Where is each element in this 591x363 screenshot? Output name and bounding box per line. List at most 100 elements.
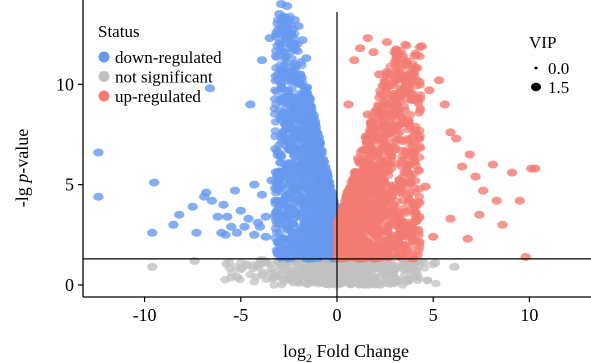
data-point bbox=[497, 220, 508, 229]
data-point bbox=[278, 129, 288, 138]
data-point bbox=[347, 232, 358, 240]
data-point bbox=[439, 100, 450, 109]
data-point bbox=[416, 42, 427, 51]
data-point bbox=[303, 180, 314, 188]
data-point bbox=[256, 190, 268, 199]
data-point bbox=[351, 168, 362, 176]
data-point bbox=[270, 127, 281, 135]
data-point bbox=[293, 278, 304, 287]
status-legend-swatch bbox=[98, 71, 110, 82]
data-point bbox=[299, 83, 310, 92]
data-point bbox=[415, 199, 425, 207]
data-point bbox=[336, 231, 347, 240]
data-point bbox=[276, 84, 287, 93]
data-point bbox=[424, 86, 435, 95]
data-point bbox=[520, 252, 531, 261]
data-point bbox=[267, 275, 278, 283]
data-point bbox=[372, 199, 383, 208]
data-point bbox=[149, 178, 160, 187]
data-point bbox=[328, 279, 339, 287]
data-point bbox=[403, 82, 414, 90]
data-point bbox=[206, 196, 218, 205]
data-point bbox=[405, 205, 416, 214]
data-point bbox=[368, 276, 379, 285]
status-legend-label: up-regulated bbox=[115, 87, 201, 106]
data-point bbox=[414, 239, 425, 248]
data-point bbox=[383, 197, 393, 205]
data-point bbox=[406, 230, 417, 239]
data-point bbox=[406, 222, 418, 231]
data-point bbox=[254, 222, 266, 231]
data-point bbox=[278, 17, 289, 26]
data-point bbox=[394, 234, 404, 243]
data-point bbox=[289, 40, 299, 48]
data-point bbox=[478, 186, 489, 195]
data-point bbox=[243, 214, 254, 223]
vip-legend-label: 0.0 bbox=[548, 59, 569, 78]
data-point bbox=[449, 262, 460, 271]
x-tick-label: 0 bbox=[333, 305, 342, 325]
data-point bbox=[221, 260, 231, 268]
data-point bbox=[401, 60, 412, 69]
data-point bbox=[313, 169, 323, 177]
data-point bbox=[298, 238, 308, 246]
points-layer bbox=[93, 0, 541, 289]
data-point bbox=[384, 220, 394, 228]
data-point bbox=[383, 249, 394, 258]
status-legend-swatch bbox=[98, 51, 110, 63]
data-point bbox=[405, 189, 416, 198]
data-point bbox=[506, 168, 518, 177]
data-point bbox=[295, 206, 306, 214]
data-point bbox=[370, 212, 381, 220]
data-point bbox=[464, 150, 475, 159]
data-point bbox=[362, 190, 373, 199]
data-point bbox=[291, 105, 301, 114]
data-point bbox=[147, 228, 158, 237]
data-point bbox=[256, 56, 268, 65]
data-point bbox=[204, 84, 216, 93]
x-tick-label: 5 bbox=[429, 305, 438, 325]
data-point bbox=[308, 262, 320, 271]
data-point bbox=[231, 228, 243, 237]
data-point bbox=[93, 148, 104, 157]
data-point bbox=[398, 204, 409, 213]
data-point bbox=[368, 246, 379, 255]
data-point bbox=[371, 161, 382, 170]
data-point bbox=[245, 270, 255, 279]
data-point bbox=[366, 206, 377, 215]
data-point bbox=[385, 280, 395, 288]
data-point bbox=[239, 222, 250, 231]
data-point bbox=[280, 216, 290, 224]
data-point bbox=[314, 276, 325, 285]
data-point bbox=[187, 202, 198, 211]
data-point bbox=[335, 241, 346, 250]
data-point bbox=[343, 100, 354, 109]
data-point bbox=[396, 91, 407, 100]
data-point bbox=[289, 185, 299, 194]
data-point bbox=[269, 281, 280, 289]
data-point bbox=[352, 243, 363, 251]
vip-legend-label: 1.5 bbox=[548, 78, 569, 97]
data-point bbox=[296, 163, 307, 172]
x-tick-label: 10 bbox=[520, 305, 538, 325]
data-point bbox=[266, 176, 277, 185]
data-point bbox=[294, 191, 305, 199]
data-point bbox=[236, 265, 246, 274]
data-point bbox=[431, 279, 441, 288]
data-point bbox=[410, 266, 422, 275]
data-point bbox=[379, 175, 389, 184]
data-point bbox=[229, 186, 241, 195]
data-point bbox=[278, 112, 288, 121]
y-axis-title-prefix: -lg bbox=[12, 183, 32, 208]
data-point bbox=[395, 128, 405, 136]
data-point bbox=[366, 227, 377, 235]
data-point bbox=[420, 182, 431, 191]
data-point bbox=[396, 162, 407, 171]
data-point bbox=[389, 206, 400, 214]
data-point bbox=[270, 210, 280, 219]
data-point bbox=[274, 10, 285, 18]
data-point bbox=[358, 146, 369, 154]
data-point bbox=[274, 141, 284, 149]
data-point bbox=[394, 218, 405, 227]
data-point bbox=[389, 184, 400, 193]
